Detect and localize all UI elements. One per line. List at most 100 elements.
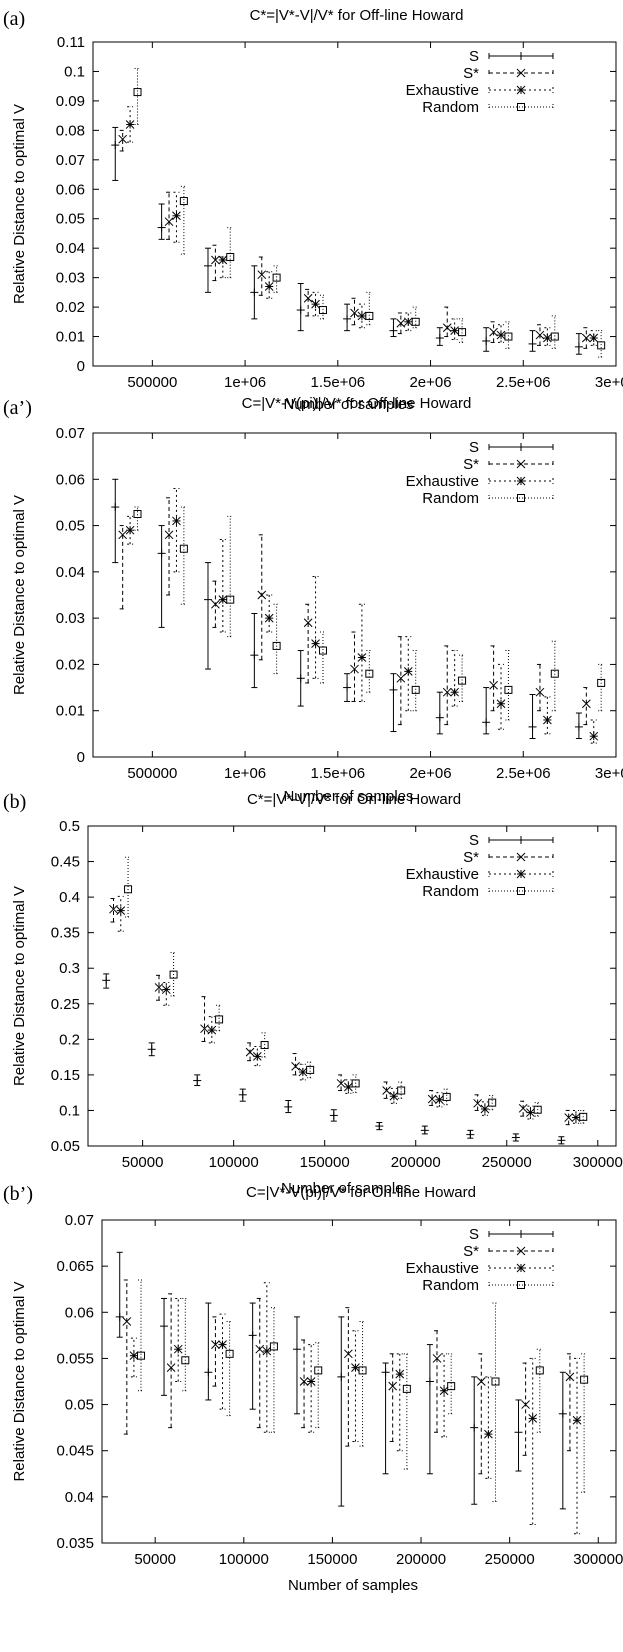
x-axis-label: Number of samples bbox=[283, 788, 413, 805]
data-point bbox=[526, 1108, 535, 1117]
x-axis-label: Number of samples bbox=[283, 396, 413, 413]
legend-entry: S bbox=[469, 832, 554, 849]
y-tick-label: 0.07 bbox=[65, 1212, 94, 1229]
series-0 bbox=[111, 126, 583, 355]
error-bar bbox=[444, 645, 451, 726]
data-point bbox=[528, 339, 537, 348]
error-bar bbox=[489, 1095, 496, 1111]
error-bar bbox=[216, 1004, 223, 1032]
data-point bbox=[432, 1354, 442, 1363]
error-bar bbox=[116, 1251, 123, 1338]
data-point bbox=[111, 141, 120, 150]
x-tick-label: 250000 bbox=[485, 1551, 535, 1568]
data-point bbox=[518, 1103, 528, 1113]
error-bar bbox=[219, 1313, 226, 1410]
data-point bbox=[238, 1090, 247, 1099]
error-bar bbox=[161, 1297, 168, 1396]
error-bar bbox=[226, 1321, 233, 1417]
error-bar bbox=[166, 497, 173, 596]
legend-label: S* bbox=[463, 65, 479, 82]
legend-marker bbox=[516, 1263, 526, 1273]
error-bar bbox=[459, 654, 466, 702]
data-point bbox=[403, 667, 413, 676]
error-bar bbox=[308, 1344, 315, 1433]
data-point bbox=[357, 653, 367, 662]
error-bar bbox=[180, 506, 187, 605]
chart-panel-0: (a) C*=|V*-V|/V* for Off-line Howard 0 0.01… bbox=[3, 7, 623, 413]
error-bar bbox=[436, 691, 443, 735]
y-tick-label: 0.035 bbox=[56, 1535, 94, 1552]
error-bar bbox=[412, 306, 419, 329]
legend-marker bbox=[517, 103, 525, 111]
y-tick-label: 0.25 bbox=[51, 996, 80, 1013]
data-point bbox=[311, 299, 320, 309]
data-point bbox=[579, 1112, 588, 1121]
series-3 bbox=[133, 68, 606, 358]
data-point bbox=[504, 332, 513, 341]
legend-label: S* bbox=[463, 456, 479, 473]
y-tick-label: 0 bbox=[77, 749, 85, 766]
data-point bbox=[581, 333, 591, 343]
error-bar bbox=[110, 898, 117, 923]
x-tick-label: 1e+06 bbox=[224, 374, 266, 391]
error-bar bbox=[266, 594, 273, 633]
data-point bbox=[484, 1429, 493, 1439]
error-bar bbox=[551, 315, 558, 349]
legend-label: S bbox=[469, 832, 479, 849]
error-bar bbox=[261, 1032, 268, 1058]
data-point bbox=[245, 1047, 255, 1057]
x-tick-label: 1.5e+06 bbox=[310, 374, 365, 391]
error-bar bbox=[398, 1081, 405, 1099]
data-point bbox=[248, 1331, 257, 1340]
error-bar bbox=[581, 1353, 588, 1493]
error-bar bbox=[396, 1353, 403, 1452]
data-point bbox=[397, 1086, 406, 1095]
data-point bbox=[336, 1079, 346, 1088]
legend-entry: S bbox=[469, 48, 554, 65]
panel-label: (b’) bbox=[3, 1183, 33, 1205]
chart-panel-3: (b’) C=|V*-V(pi)|/V* for On-line Howard 0.… bbox=[3, 1183, 623, 1594]
error-bar bbox=[505, 650, 512, 721]
error-bar bbox=[444, 306, 451, 338]
series-0 bbox=[102, 973, 566, 1145]
error-bar bbox=[498, 324, 505, 343]
legend-entry: Random bbox=[422, 1277, 554, 1294]
error-bar bbox=[529, 1357, 536, 1526]
data-point bbox=[581, 699, 591, 709]
y-tick-label: 0.02 bbox=[56, 656, 85, 673]
data-point bbox=[318, 306, 327, 315]
data-point bbox=[179, 197, 188, 206]
x-tick-label: 250000 bbox=[482, 1154, 532, 1171]
series-1 bbox=[118, 497, 591, 726]
data-point bbox=[491, 1377, 500, 1386]
error-bar bbox=[208, 1016, 215, 1044]
data-point bbox=[329, 1111, 338, 1120]
data-point bbox=[211, 255, 220, 265]
data-point bbox=[480, 1104, 490, 1114]
error-bar bbox=[173, 488, 180, 573]
data-point bbox=[226, 253, 235, 262]
data-point bbox=[535, 1366, 544, 1375]
data-point bbox=[458, 676, 467, 685]
data-point bbox=[482, 336, 491, 345]
legend-entry: Random bbox=[422, 490, 554, 507]
error-bar bbox=[485, 1376, 492, 1479]
error-bar bbox=[119, 129, 126, 152]
data-point bbox=[535, 330, 545, 340]
data-point bbox=[514, 1428, 523, 1437]
error-bar bbox=[263, 1282, 270, 1433]
x-axis-label: Number of samples bbox=[281, 1180, 411, 1197]
legend-entry: Exhaustive bbox=[406, 1260, 554, 1277]
data-point bbox=[260, 1041, 269, 1050]
data-point bbox=[111, 503, 120, 512]
legend-label: S* bbox=[463, 849, 479, 866]
legend-label: Random bbox=[422, 99, 479, 116]
y-tick-label: 0.04 bbox=[56, 240, 85, 257]
data-point bbox=[350, 308, 359, 318]
data-point bbox=[200, 1024, 209, 1034]
error-bar bbox=[443, 1088, 450, 1106]
data-point bbox=[306, 1377, 316, 1386]
error-bar bbox=[471, 1376, 478, 1505]
plot-frame bbox=[92, 432, 617, 758]
x-tick-label: 2.5e+06 bbox=[496, 374, 551, 391]
